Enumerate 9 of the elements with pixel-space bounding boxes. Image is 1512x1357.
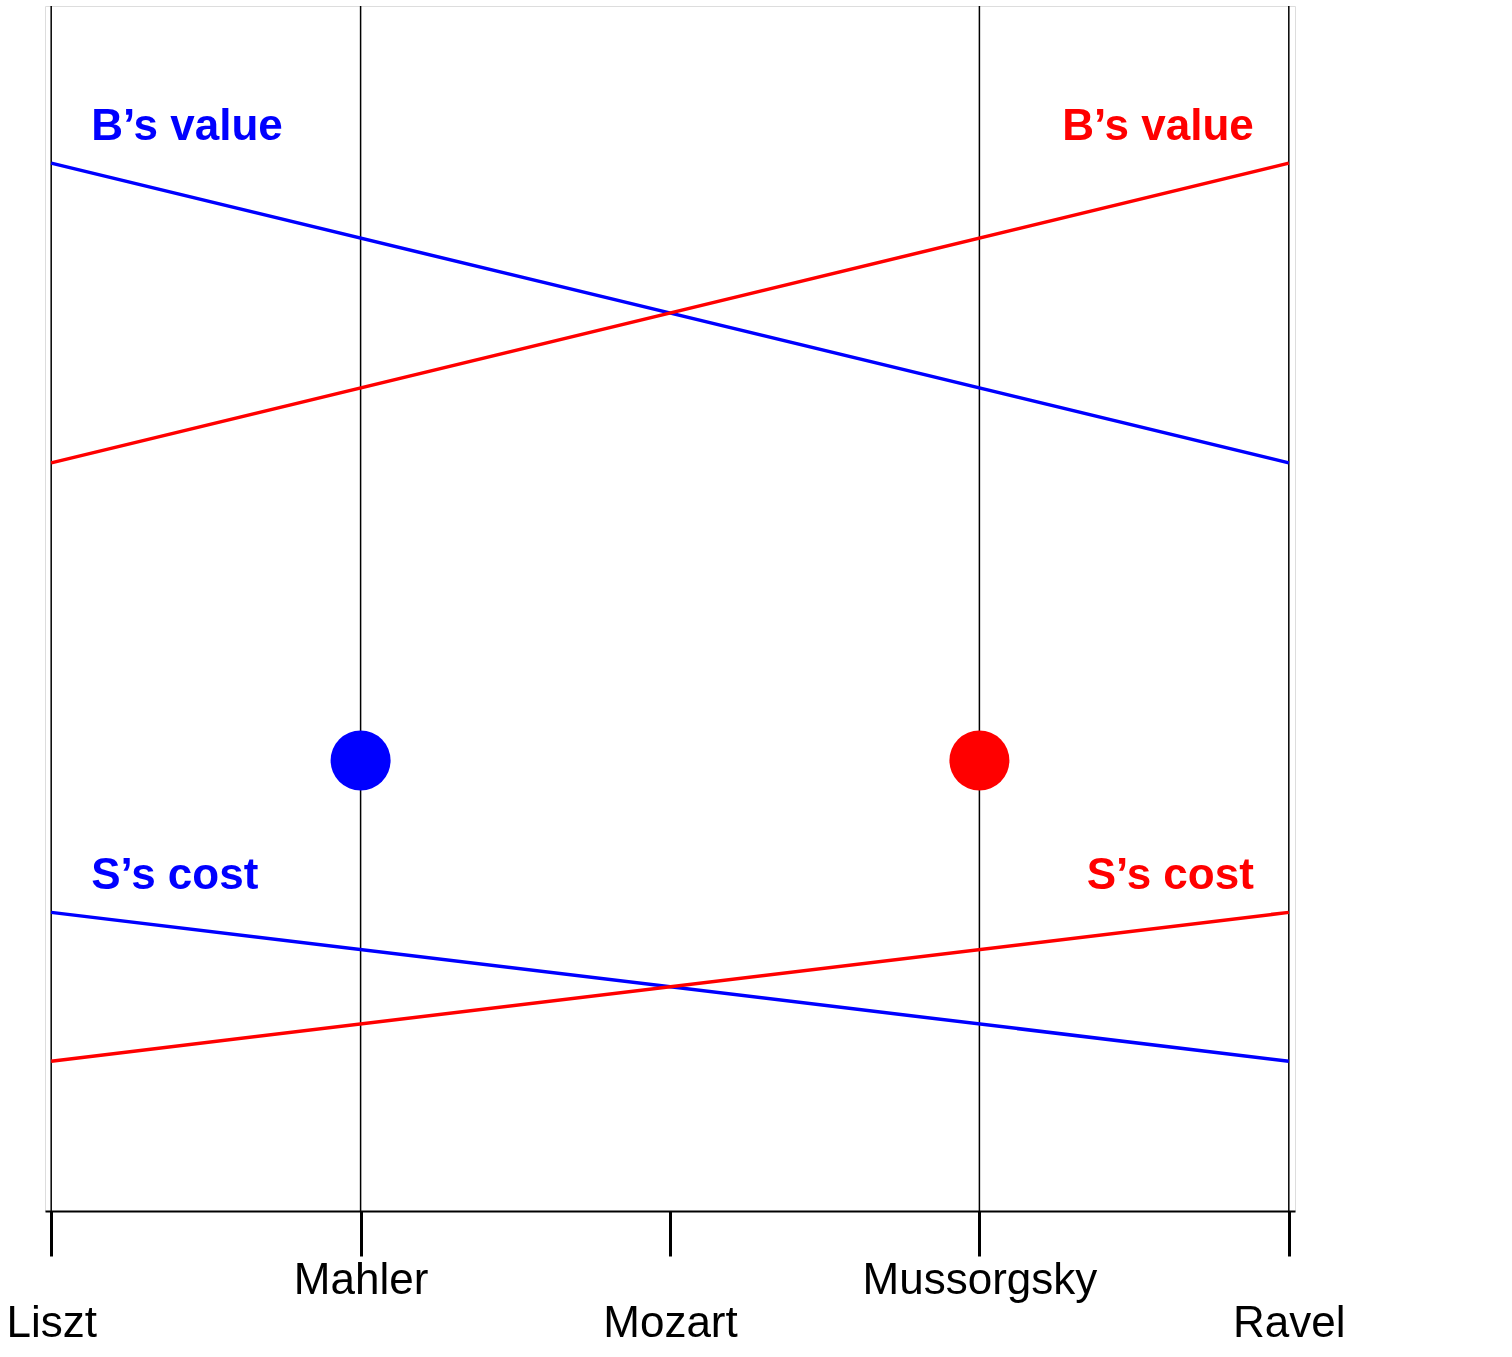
x-tick-label: Ravel — [1233, 1296, 1346, 1346]
series-label: S’s cost — [91, 849, 259, 899]
x-tick-label: Liszt — [6, 1296, 97, 1346]
series-label: S’s cost — [1086, 849, 1255, 899]
x-tick-label: Mahler — [293, 1253, 429, 1303]
series-label: B’s value — [91, 100, 283, 150]
x-tick-label: Mussorgsky — [862, 1253, 1098, 1303]
series-label: B’s value — [1062, 100, 1254, 150]
x-tick-label: Mozart — [603, 1296, 738, 1346]
